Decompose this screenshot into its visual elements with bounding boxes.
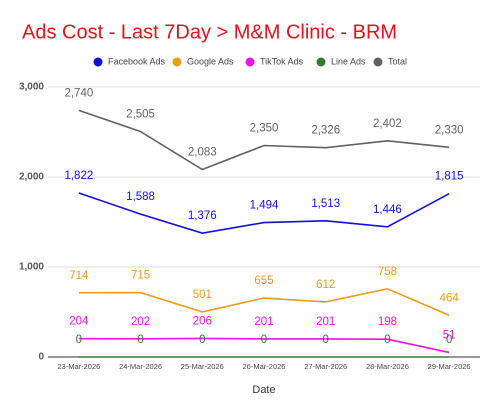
y-tick-label: 2,000: [19, 172, 44, 183]
x-tick-label: 28-Mar-2026: [366, 362, 409, 371]
data-label: 2,350: [250, 123, 279, 135]
data-label: 655: [254, 275, 273, 287]
y-tick-label: 1,000: [19, 262, 44, 273]
data-label: 0: [76, 334, 82, 346]
legend-marker: [93, 57, 103, 67]
y-tick-label: 0: [38, 352, 44, 363]
y-tick-label: 3,000: [19, 82, 44, 93]
data-label: 2,740: [64, 87, 93, 99]
data-label: 2,505: [126, 109, 155, 121]
legend-marker: [316, 57, 326, 67]
x-tick-label: 29-Mar-2026: [428, 362, 471, 371]
series-line: [78, 192, 450, 234]
series-line: [78, 109, 450, 171]
data-label: 0: [137, 334, 143, 346]
data-label: 204: [69, 316, 89, 328]
data-label: 1,376: [188, 210, 217, 222]
data-label: 0: [446, 334, 452, 346]
legend-marker: [172, 57, 182, 67]
data-label: 0: [261, 334, 267, 346]
data-label: 1,822: [64, 170, 93, 182]
data-label: 0: [199, 334, 205, 346]
data-label: 1,446: [373, 204, 402, 216]
legend-label: TikTok Ads: [260, 56, 304, 66]
data-label: 206: [193, 315, 212, 327]
data-label: 1,588: [126, 191, 155, 203]
data-label: 0: [323, 334, 329, 346]
data-label: 198: [378, 316, 397, 328]
data-label: 201: [316, 316, 335, 328]
data-label: 202: [131, 316, 150, 328]
data-label: 612: [316, 279, 335, 291]
x-tick-label: 26-Mar-2026: [243, 362, 286, 371]
legend-label: Line Ads: [331, 56, 366, 66]
legend-label: Google Ads: [187, 56, 234, 66]
x-tick-label: 25-Mar-2026: [181, 362, 224, 371]
data-label: 2,083: [188, 147, 217, 159]
data-label: 2,402: [373, 118, 402, 130]
data-label: 1,494: [250, 200, 279, 212]
data-label: 501: [193, 289, 212, 301]
data-label: 2,326: [311, 125, 340, 137]
x-tick-label: 27-Mar-2026: [304, 362, 347, 371]
data-label: 1,815: [435, 171, 464, 183]
data-label: 464: [440, 292, 460, 304]
x-axis-label: Date: [252, 384, 275, 396]
data-label: 2,330: [435, 124, 464, 136]
data-label: 201: [254, 316, 273, 328]
data-label: 715: [131, 270, 150, 282]
data-label: 714: [69, 270, 89, 282]
x-tick-label: 24-Mar-2026: [119, 362, 162, 371]
data-label: 51: [443, 329, 456, 341]
series-line: [78, 287, 450, 316]
series-line: [78, 337, 450, 354]
data-label: 758: [378, 266, 397, 278]
legend-label: Total: [388, 56, 407, 66]
legend-marker: [373, 57, 383, 67]
chart-title: Ads Cost - Last 7Day > M&M Clinic - BRM: [22, 21, 397, 43]
data-label: 0: [384, 334, 390, 346]
data-label: 1,513: [311, 198, 340, 210]
legend-label: Facebook Ads: [108, 56, 166, 66]
legend-marker: [245, 57, 255, 67]
x-tick-label: 23-Mar-2026: [57, 362, 100, 371]
